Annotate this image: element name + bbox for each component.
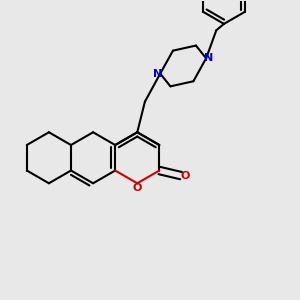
Text: O: O (180, 171, 190, 181)
Text: N: N (153, 69, 162, 79)
Text: N: N (204, 53, 213, 63)
Text: O: O (133, 183, 142, 193)
